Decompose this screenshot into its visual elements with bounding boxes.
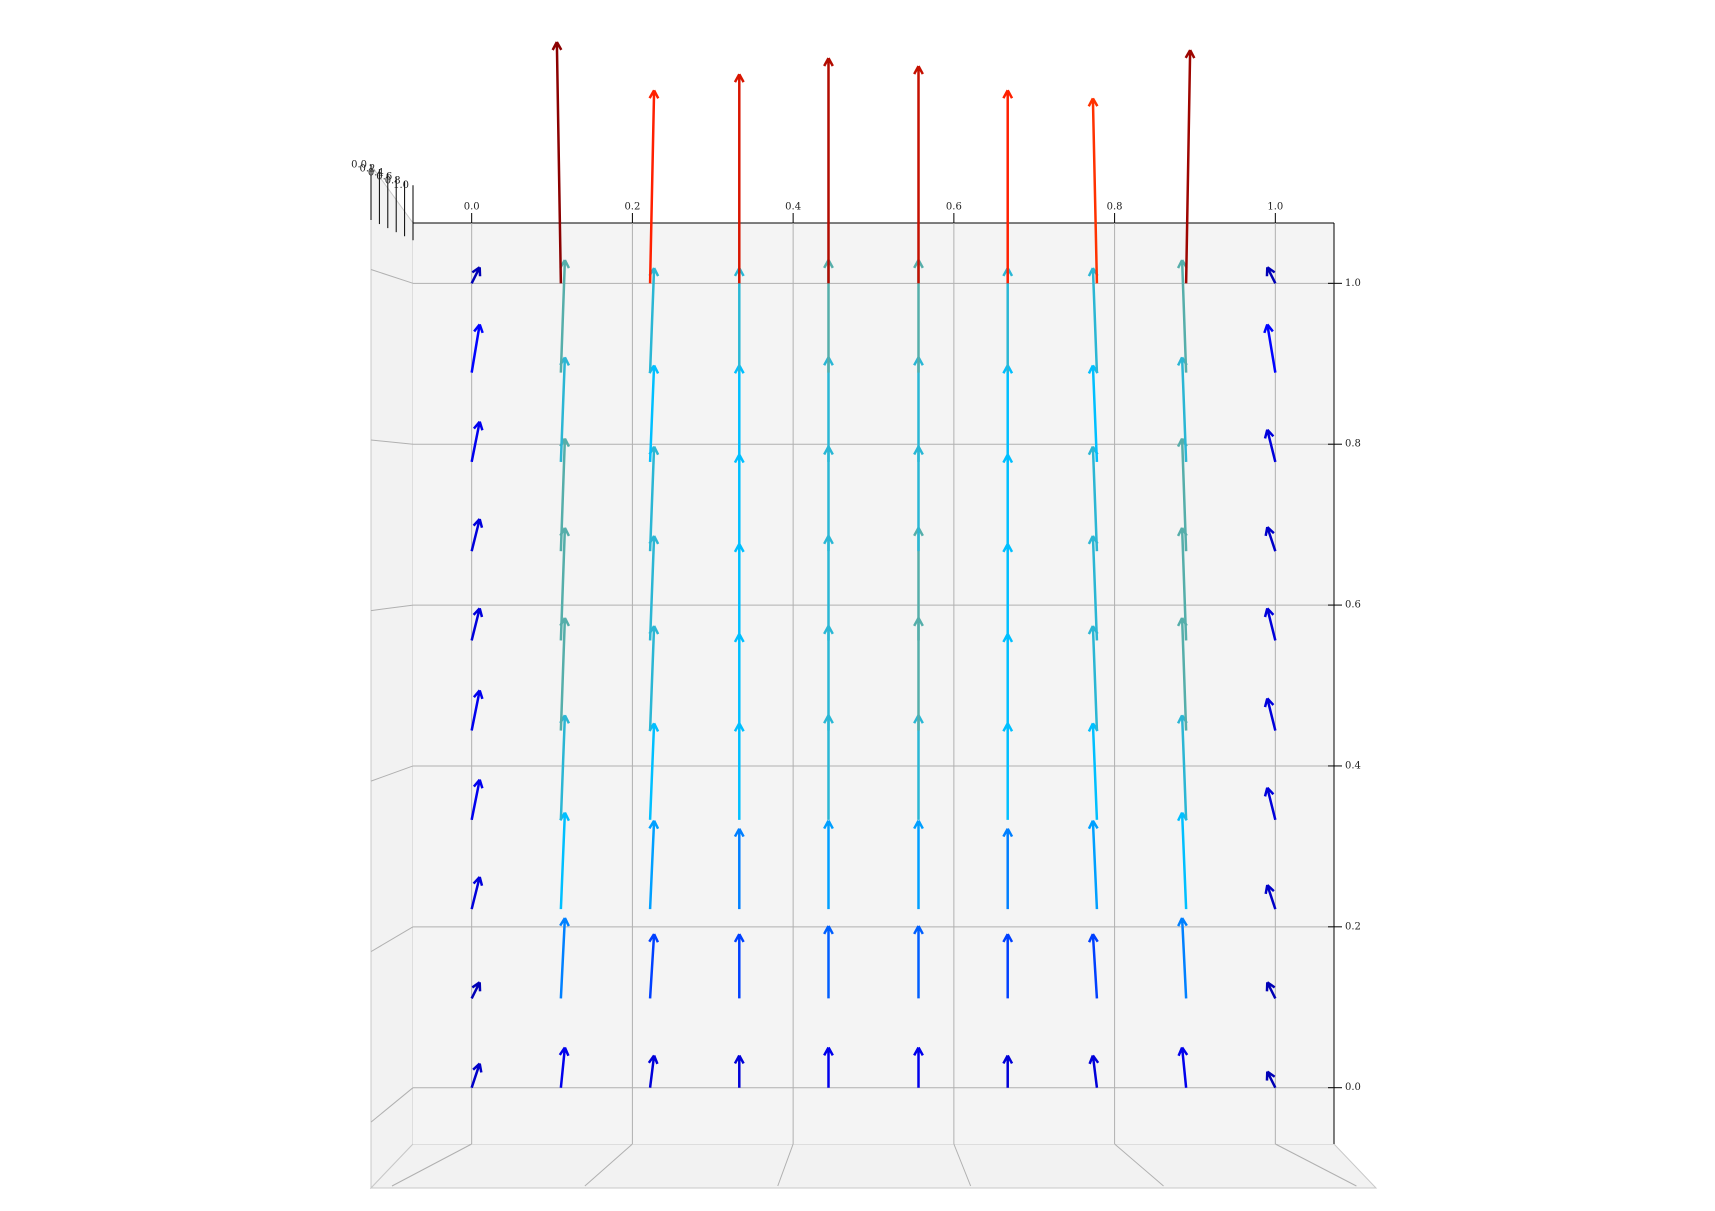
arrow bbox=[823, 820, 834, 910]
arrow bbox=[1264, 526, 1277, 552]
y-tick-label: 1.0 bbox=[1345, 278, 1361, 289]
arrow bbox=[470, 266, 482, 284]
arrow bbox=[733, 933, 745, 999]
arrow bbox=[1177, 917, 1188, 999]
grid-line bbox=[370, 1087, 414, 1123]
z-tick-label: 0.2 bbox=[359, 164, 375, 175]
arrow bbox=[648, 819, 660, 910]
x-tick-label: 0.0 bbox=[464, 202, 480, 213]
arrow bbox=[648, 933, 660, 999]
y-tick-label: 0.6 bbox=[1345, 600, 1361, 611]
arrow bbox=[648, 89, 660, 284]
arrow bbox=[470, 689, 484, 731]
arrow bbox=[1263, 786, 1277, 821]
arrow bbox=[1265, 1070, 1277, 1089]
arrow bbox=[1002, 828, 1014, 910]
arrow bbox=[470, 981, 482, 999]
arrow bbox=[558, 1046, 570, 1088]
arrow bbox=[551, 41, 563, 284]
z-tick-label: 1.0 bbox=[393, 180, 409, 191]
arrow bbox=[913, 65, 924, 284]
grid-line bbox=[584, 1143, 633, 1187]
y-tick-label: 0.4 bbox=[1345, 760, 1361, 771]
arrow bbox=[1087, 819, 1099, 910]
arrow bbox=[647, 1054, 659, 1088]
x-tick-label: 1.0 bbox=[1267, 202, 1283, 213]
arrow bbox=[823, 1046, 834, 1088]
x-tick-label: 0.6 bbox=[946, 202, 962, 213]
x-tick-label: 0.4 bbox=[785, 202, 801, 213]
arrow bbox=[559, 917, 570, 999]
arrow bbox=[470, 778, 484, 821]
arrow bbox=[1087, 933, 1099, 999]
grid-line bbox=[370, 604, 414, 612]
arrow bbox=[470, 607, 484, 641]
x-tick-label: 0.2 bbox=[624, 202, 640, 213]
arrow bbox=[470, 420, 484, 463]
arrow bbox=[823, 925, 834, 999]
arrow bbox=[1265, 266, 1277, 284]
z-tick-label: 0.8 bbox=[385, 176, 401, 187]
arrow bbox=[1263, 607, 1277, 641]
arrow bbox=[1002, 89, 1014, 284]
grid-line bbox=[370, 439, 414, 445]
y-tick-label: 0.2 bbox=[1345, 921, 1361, 932]
arrow bbox=[1002, 933, 1014, 999]
grid-line bbox=[777, 1143, 794, 1187]
pane-decoration bbox=[369, 163, 1378, 1190]
arrow bbox=[1002, 1054, 1014, 1088]
z-tick-label: 0.0 bbox=[351, 160, 367, 171]
arrow bbox=[470, 1062, 483, 1089]
arrow bbox=[733, 1054, 745, 1088]
y-tick-label: 0.0 bbox=[1345, 1082, 1361, 1093]
arrow bbox=[470, 876, 484, 910]
grid-line bbox=[391, 1143, 472, 1187]
grid-line bbox=[1275, 1143, 1357, 1187]
arrow bbox=[823, 57, 834, 284]
arrow bbox=[733, 73, 745, 284]
grid-line bbox=[370, 926, 414, 953]
x-tick-label: 0.8 bbox=[1107, 202, 1123, 213]
arrow bbox=[913, 820, 924, 910]
grid-line bbox=[370, 269, 414, 284]
z-tick-label: 0.4 bbox=[368, 168, 384, 179]
z-tick-label: 0.6 bbox=[376, 172, 392, 183]
arrow bbox=[1088, 1054, 1100, 1088]
arrow bbox=[1264, 884, 1277, 910]
arrow bbox=[1087, 97, 1099, 284]
y-tick-label: 0.8 bbox=[1345, 439, 1361, 450]
grid-line bbox=[953, 1143, 972, 1187]
arrow bbox=[733, 828, 745, 910]
arrow bbox=[1263, 697, 1277, 731]
arrow bbox=[1184, 49, 1196, 284]
grid-line bbox=[370, 765, 414, 782]
grid-line bbox=[1114, 1143, 1164, 1187]
arrow bbox=[913, 925, 924, 999]
arrow bbox=[470, 323, 484, 373]
arrow bbox=[1263, 428, 1277, 463]
arrow bbox=[913, 1046, 924, 1088]
arrow bbox=[470, 518, 484, 552]
arrow bbox=[1263, 323, 1277, 373]
arrow bbox=[1177, 1046, 1189, 1088]
arrow bbox=[1265, 981, 1277, 999]
